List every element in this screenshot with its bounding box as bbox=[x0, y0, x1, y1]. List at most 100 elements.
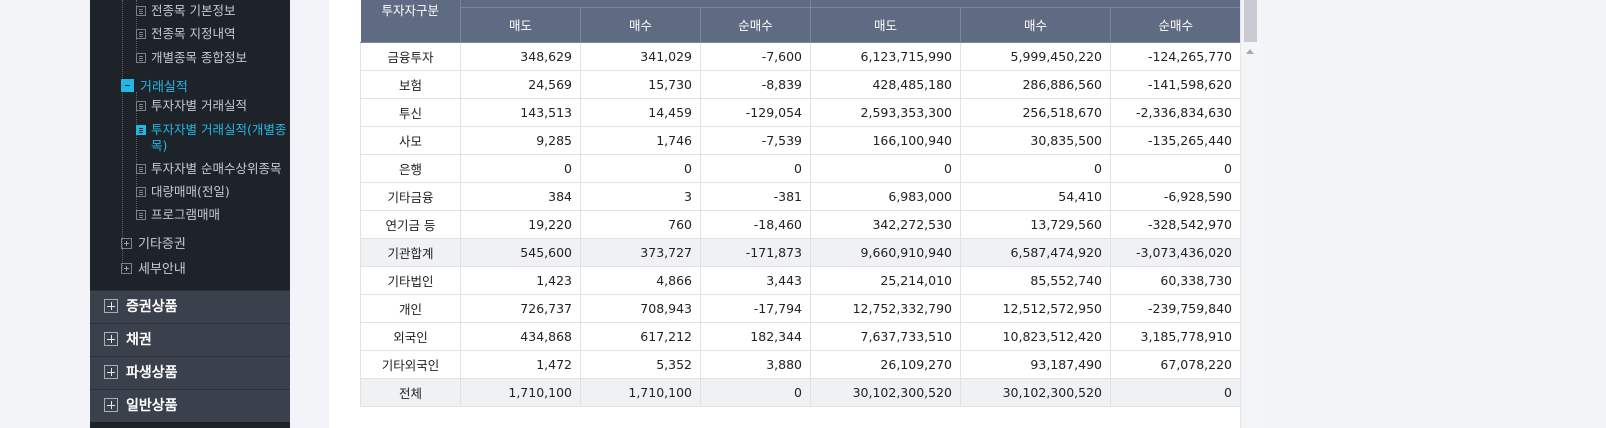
table-cell: -18,460 bbox=[700, 210, 811, 239]
table-cell: 760 bbox=[580, 210, 701, 239]
table-cell: 26,109,270 bbox=[810, 350, 961, 379]
tree-group-label: 세부안내 bbox=[138, 262, 186, 277]
table-cell: -8,839 bbox=[700, 70, 811, 99]
category-label: 채권 bbox=[126, 332, 152, 348]
table-cell: 0 bbox=[700, 154, 811, 183]
plus-icon bbox=[104, 365, 118, 379]
table-cell: 5,999,450,220 bbox=[960, 42, 1111, 71]
table-cell: 6,983,000 bbox=[810, 182, 961, 211]
tree-guide bbox=[136, 92, 137, 218]
table-cell: -141,598,620 bbox=[1110, 70, 1241, 99]
tree-item-block-trade[interactable]: 대량매매(전일) bbox=[136, 184, 230, 200]
category-bonds[interactable]: 채권 bbox=[90, 323, 290, 356]
tree-item-stock-basic-info[interactable]: 전종목 기본정보 bbox=[136, 3, 235, 19]
table-cell: -328,542,970 bbox=[1110, 210, 1241, 239]
table-row: 기타금융 384 3 -381 6,983,000 54,410 -6,928,590 bbox=[360, 182, 1241, 211]
tree-item-label: 투자자별 거래실적(개별종 bbox=[151, 122, 287, 137]
table-cell: -239,759,840 bbox=[1110, 294, 1241, 323]
plus-icon bbox=[104, 299, 118, 313]
table-cell: 286,886,560 bbox=[960, 70, 1111, 99]
tree-group-other-securities[interactable]: 기타증권 bbox=[121, 233, 186, 252]
table-row: 개인 726,737 708,943 -17,794 12,752,332,790 12,… bbox=[360, 294, 1241, 323]
table-cell: 373,727 bbox=[580, 238, 701, 267]
table-cell: 30,102,300,520 bbox=[960, 378, 1111, 407]
tree-item-stock-designation[interactable]: 전종목 지정내역 bbox=[136, 26, 235, 42]
table-cell: 2,593,353,300 bbox=[810, 98, 961, 127]
tree-item-investor-trading-individual[interactable]: 투자자별 거래실적(개별종 목) bbox=[136, 122, 286, 154]
vertical-scrollbar[interactable] bbox=[1240, 0, 1260, 428]
row-label: 연기금 등 bbox=[360, 210, 461, 239]
table-cell: 54,410 bbox=[960, 182, 1111, 211]
header-group-volume bbox=[460, 0, 811, 8]
plus-icon bbox=[104, 398, 118, 412]
table-cell: 6,123,715,990 bbox=[810, 42, 961, 71]
tree-item-label-cont: 목) bbox=[151, 138, 168, 153]
header-buy-volume[interactable]: 매수 bbox=[580, 7, 701, 43]
document-icon bbox=[136, 53, 146, 63]
table-cell: 3,443 bbox=[700, 266, 811, 295]
tree-group-detail-guide[interactable]: 세부안내 bbox=[121, 258, 186, 277]
table-cell: -17,794 bbox=[700, 294, 811, 323]
table-cell: 14,459 bbox=[580, 98, 701, 127]
table-row: 사모 9,285 1,746 -7,539 166,100,940 30,835,500-… bbox=[360, 126, 1241, 155]
tree-item-program-trade[interactable]: 프로그램매매 bbox=[136, 207, 220, 223]
tree-guide bbox=[122, 0, 123, 270]
table-row: 보험 24,569 15,730 -8,839 428,485,180 286,886,5… bbox=[360, 70, 1241, 99]
table-cell: 1,472 bbox=[460, 350, 581, 379]
header-net-buy-volume[interactable]: 순매수 bbox=[700, 7, 811, 43]
header-sell-value[interactable]: 매도 bbox=[810, 7, 961, 43]
table-cell: 182,344 bbox=[700, 322, 811, 351]
table-cell: -6,928,590 bbox=[1110, 182, 1241, 211]
table-cell: 67,078,220 bbox=[1110, 350, 1241, 379]
table-cell: 1,746 bbox=[580, 126, 701, 155]
document-icon bbox=[136, 29, 146, 39]
tree-group-label: 거래실적 bbox=[140, 80, 188, 95]
table-cell: -2,336,834,630 bbox=[1110, 98, 1241, 127]
table-cell: 1,423 bbox=[460, 266, 581, 295]
investor-trading-table-wrap[interactable]: 투자자구분 매도 매수 순매수 매도 매수 순매수 금융투자 348,629 341… bbox=[360, 0, 1260, 428]
category-general-products[interactable]: 일반상품 bbox=[90, 389, 290, 422]
document-icon bbox=[136, 101, 146, 111]
table-cell: -7,539 bbox=[700, 126, 811, 155]
table-cell: 726,737 bbox=[460, 294, 581, 323]
tree-group-trading[interactable]: 거래실적 bbox=[121, 76, 188, 95]
header-buy-value[interactable]: 매수 bbox=[960, 7, 1111, 43]
tree-item-individual-stock-info[interactable]: 개별종목 종합정보 bbox=[136, 50, 247, 66]
tree-item-investor-trading[interactable]: 투자자별 거래실적 bbox=[136, 98, 247, 114]
category-securities-products[interactable]: 증권상품 bbox=[90, 290, 290, 323]
table-cell: 256,518,670 bbox=[960, 98, 1111, 127]
table-cell: 143,513 bbox=[460, 98, 581, 127]
table-cell: 9,285 bbox=[460, 126, 581, 155]
category-derivatives[interactable]: 파생상품 bbox=[90, 356, 290, 389]
table-cell: -129,054 bbox=[700, 98, 811, 127]
tree-item-label: 프로그램매매 bbox=[151, 207, 221, 222]
table-cell: 13,729,560 bbox=[960, 210, 1111, 239]
table-cell: 30,835,500 bbox=[960, 126, 1111, 155]
category-label: 증권상품 bbox=[126, 299, 178, 315]
table-cell: 12,752,332,790 bbox=[810, 294, 961, 323]
document-icon bbox=[136, 125, 146, 135]
table-cell: -381 bbox=[700, 182, 811, 211]
table-row: 외국인 434,868 617,212 182,344 7,637,733,510 10,… bbox=[360, 322, 1241, 351]
table-cell: 0 bbox=[460, 154, 581, 183]
table-cell: -135,265,440 bbox=[1110, 126, 1241, 155]
header-group-value bbox=[810, 0, 1241, 8]
table-cell: 60,338,730 bbox=[1110, 266, 1241, 295]
scroll-up-arrow-icon[interactable] bbox=[1246, 49, 1254, 54]
table-cell: 3,185,778,910 bbox=[1110, 322, 1241, 351]
header-net-buy-value[interactable]: 순매수 bbox=[1110, 7, 1241, 43]
table-row: 기타법인 1,423 4,866 3,443 25,214,010 85,552,740 6… bbox=[360, 266, 1241, 295]
table-cell: 0 bbox=[960, 154, 1111, 183]
table-cell: 0 bbox=[810, 154, 961, 183]
tree-item-net-buy-top[interactable]: 투자자별 순매수상위종목 bbox=[136, 161, 281, 177]
header-sell-volume[interactable]: 매도 bbox=[460, 7, 581, 43]
table-cell: 0 bbox=[700, 378, 811, 407]
table-cell: 19,220 bbox=[460, 210, 581, 239]
table-cell: 12,512,572,950 bbox=[960, 294, 1111, 323]
tree-group-label: 기타증권 bbox=[138, 237, 186, 252]
document-icon bbox=[136, 6, 146, 16]
tree-item-label: 개별종목 종합정보 bbox=[151, 50, 247, 65]
table-row: 기타외국인 1,472 5,352 3,880 26,109,270 93,187,490… bbox=[360, 350, 1241, 379]
table-cell: 10,823,512,420 bbox=[960, 322, 1111, 351]
table-cell: 0 bbox=[1110, 378, 1241, 407]
